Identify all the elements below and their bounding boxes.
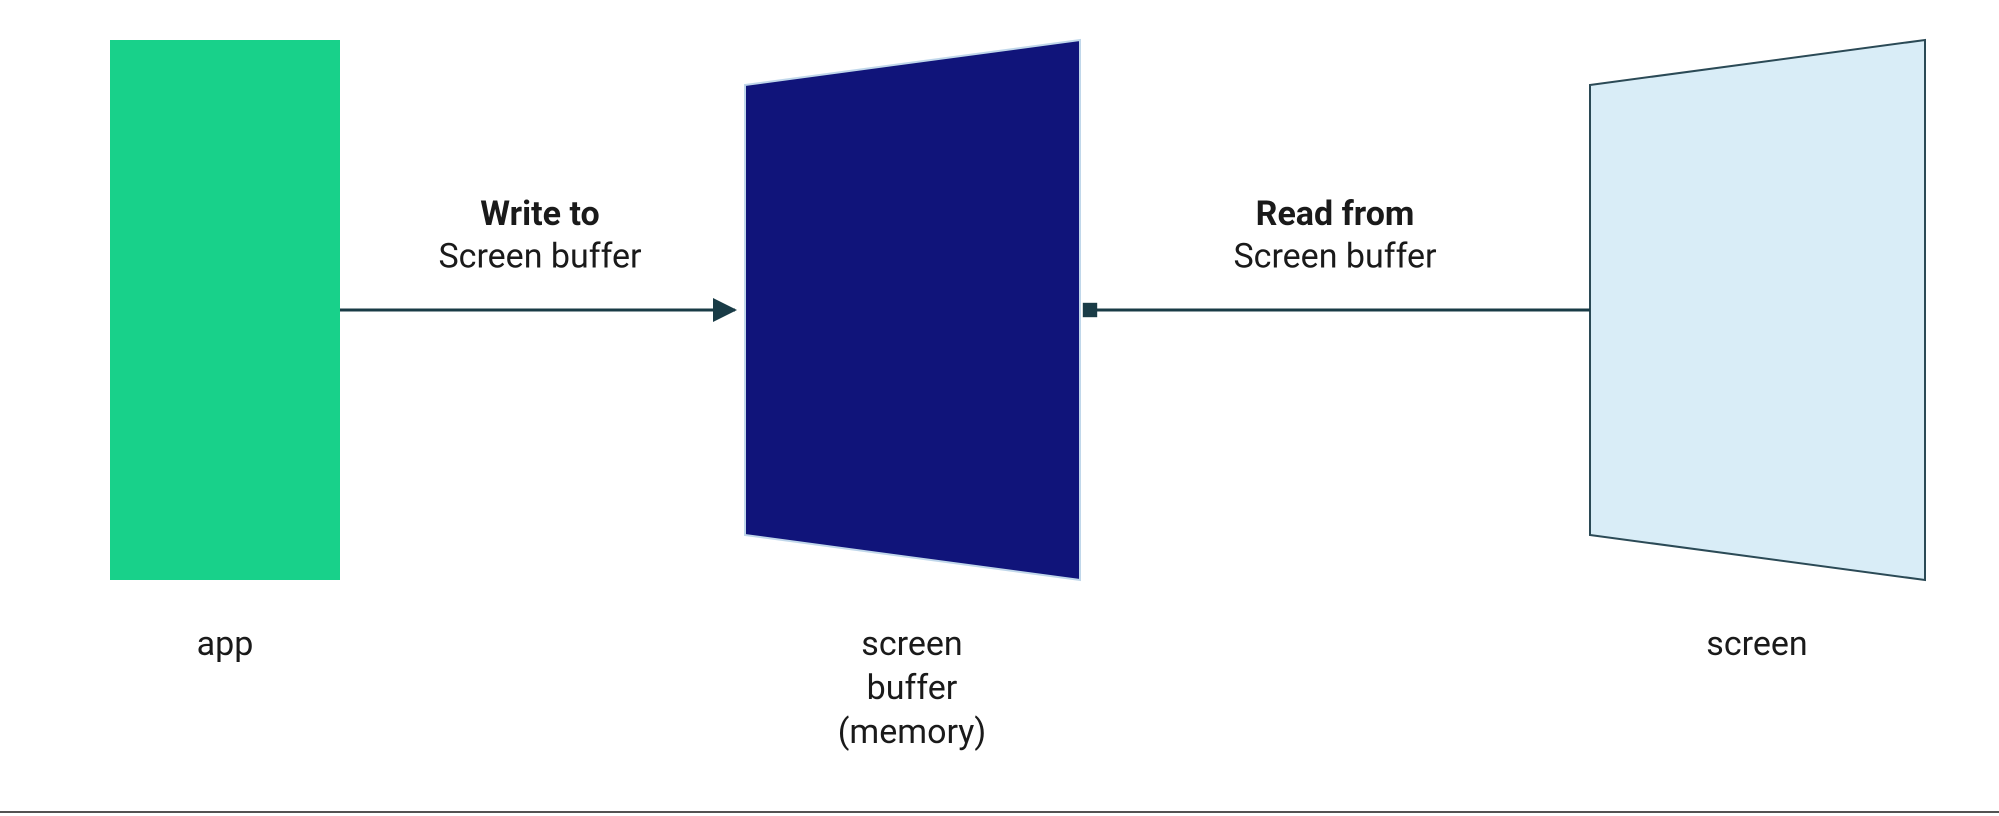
diagram-canvas: app screenbuffer(memory) screen Write toScr…: [0, 0, 1999, 816]
node-label-screen: screen: [1706, 624, 1807, 664]
edge-label-read: Read fromScreen buffer: [1233, 194, 1437, 277]
node-app: [110, 40, 340, 580]
diagram-svg: app screenbuffer(memory) screen Write toScr…: [0, 0, 1999, 816]
node-buffer: [745, 40, 1080, 580]
node-label-buffer: screenbuffer(memory): [838, 624, 986, 752]
node-screen: [1590, 40, 1925, 580]
node-label-app: app: [197, 624, 254, 664]
edge-label-write: Write toScreen buffer: [438, 194, 642, 277]
